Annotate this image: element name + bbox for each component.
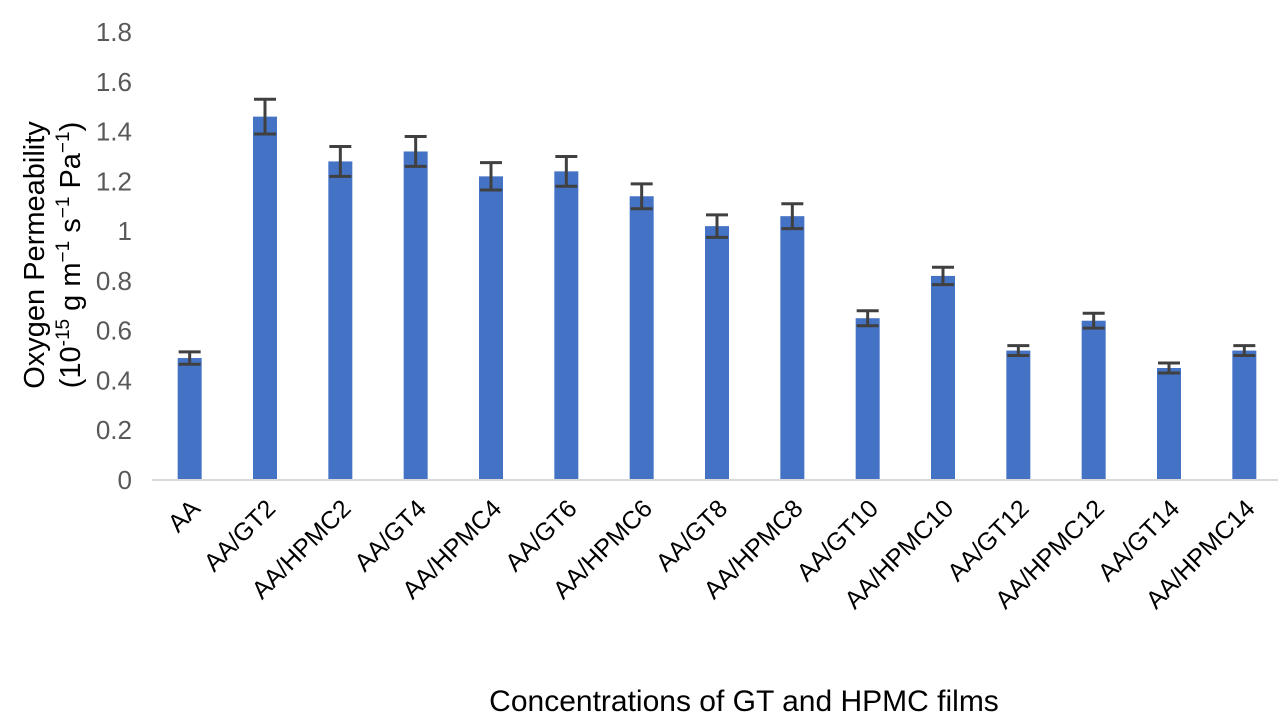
y-unit-g-m: g m <box>55 262 87 318</box>
y-unit-close: ) <box>55 122 87 132</box>
y-tick-label: 0.6 <box>96 316 132 346</box>
error-bar <box>1233 344 1256 358</box>
bar <box>1232 350 1257 480</box>
y-tick-label: 0.2 <box>96 415 132 445</box>
y-unit-open: (10 <box>55 346 87 388</box>
bar <box>479 176 503 480</box>
y-tick-label: 0.4 <box>96 365 132 395</box>
error-bar <box>1082 311 1105 330</box>
y-axis-ticks: 0 0.2 0.4 0.6 0.8 1 1.2 1.4 1.6 1.8 <box>96 17 132 495</box>
error-bar <box>856 309 879 328</box>
bars <box>177 116 1257 480</box>
y-unit-exp3: −1 <box>53 197 74 219</box>
bar <box>931 275 955 480</box>
y-unit-exp2: −1 <box>53 241 74 263</box>
error-bar <box>781 202 804 231</box>
y-tick-label: 1.4 <box>96 117 132 147</box>
y-axis-title-line1: Oxygen Permeability <box>19 121 51 389</box>
y-unit-pa: Pa <box>55 152 87 196</box>
bar <box>629 196 654 480</box>
error-bars <box>178 97 1256 375</box>
y-tick-label: 1.8 <box>96 17 132 47</box>
error-bar <box>1158 361 1180 375</box>
error-bar <box>932 265 954 287</box>
y-tick-label: 0.8 <box>96 266 132 296</box>
error-bar <box>404 135 427 168</box>
bar <box>1157 368 1181 480</box>
bar <box>554 171 579 480</box>
bar <box>780 216 805 480</box>
bar <box>855 318 880 480</box>
bar <box>403 151 428 480</box>
bar <box>705 226 729 480</box>
y-tick-label: 1.2 <box>96 166 132 196</box>
error-bar <box>178 350 201 366</box>
error-bar <box>630 182 653 211</box>
bar <box>328 161 353 480</box>
error-bar <box>1007 344 1030 358</box>
y-axis-title: Oxygen Permeability (10-15 g m−1 s−1 Pa−… <box>19 121 87 389</box>
y-tick-label: 1 <box>118 216 132 246</box>
error-bar <box>329 144 352 178</box>
error-bar <box>480 161 502 192</box>
error-bar <box>254 97 276 136</box>
x-tick-label: AA <box>163 494 207 538</box>
x-axis-ticks: AAAA/GT2AA/HPMC2AA/GT4AA/HPMC4AA/GT6AA/H… <box>163 494 1261 614</box>
y-unit-exp4: −1 <box>53 131 74 153</box>
bar <box>1006 350 1031 480</box>
bar <box>1081 320 1106 480</box>
bar <box>253 116 277 480</box>
y-tick-label: 0 <box>118 465 132 495</box>
error-bar <box>706 213 728 239</box>
bar <box>177 358 202 480</box>
y-unit-s: s <box>55 218 87 241</box>
y-unit-exp1: -15 <box>53 319 74 346</box>
y-axis-title-line2: (10-15 g m−1 s−1 Pa−1) <box>53 122 87 389</box>
error-bar <box>555 154 578 188</box>
y-tick-label: 1.6 <box>96 67 132 97</box>
x-axis-title: Concentrations of GT and HPMC films <box>489 685 999 718</box>
